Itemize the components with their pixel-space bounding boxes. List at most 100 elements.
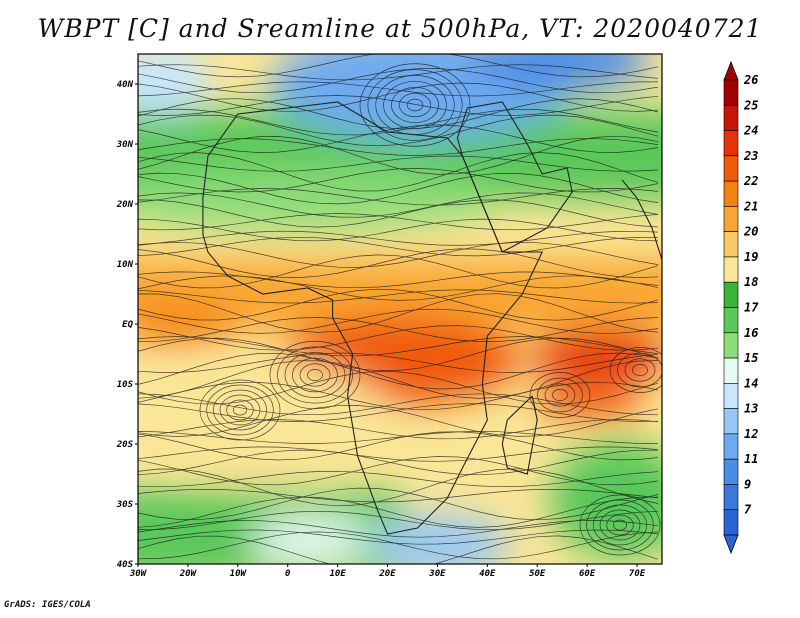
streamline bbox=[138, 520, 659, 538]
lon-label: 70E bbox=[629, 569, 646, 579]
streamline bbox=[138, 288, 659, 321]
streamline bbox=[138, 218, 659, 242]
streamline bbox=[138, 98, 659, 130]
streamline bbox=[138, 95, 659, 116]
colorbar-swatch bbox=[723, 180, 739, 207]
streamline bbox=[292, 357, 338, 393]
streamline bbox=[609, 347, 662, 393]
streamline bbox=[406, 98, 424, 112]
streamline bbox=[612, 519, 628, 531]
streamline bbox=[138, 248, 659, 278]
streamline bbox=[138, 124, 659, 153]
colorbar-label: 26 bbox=[743, 73, 758, 87]
streamline bbox=[138, 405, 659, 437]
colorbar-label: 17 bbox=[744, 301, 759, 315]
colorbar-swatch bbox=[723, 332, 739, 359]
streamline bbox=[138, 68, 659, 94]
streamline bbox=[138, 381, 659, 411]
lat-label: 40N bbox=[117, 80, 134, 90]
streamline bbox=[232, 404, 248, 416]
streamlines bbox=[138, 54, 662, 564]
streamline bbox=[599, 509, 641, 541]
streamline bbox=[398, 92, 432, 118]
colorbar-label: 13 bbox=[744, 402, 758, 416]
streamline bbox=[138, 213, 659, 231]
colorbar-swatch bbox=[723, 408, 739, 435]
streamline bbox=[138, 317, 659, 343]
streamline bbox=[391, 86, 439, 124]
coastlines bbox=[202, 101, 662, 535]
coast-madagascar bbox=[501, 395, 538, 475]
streamline bbox=[138, 487, 659, 521]
lon-label: 10W bbox=[230, 569, 248, 579]
streamline bbox=[138, 236, 659, 257]
streamline bbox=[552, 389, 568, 401]
coast-arabia bbox=[456, 101, 573, 253]
streamline bbox=[138, 199, 659, 228]
lon-label: 40E bbox=[479, 569, 496, 579]
streamline bbox=[606, 514, 634, 536]
lat-label: 10S bbox=[117, 380, 134, 390]
colorbar-swatch bbox=[723, 256, 739, 283]
colorbar-swatch bbox=[723, 155, 739, 182]
streamline bbox=[138, 254, 659, 289]
lon-label: 10E bbox=[329, 569, 346, 579]
coast-india bbox=[621, 179, 662, 262]
streamline bbox=[138, 308, 659, 334]
streamline bbox=[138, 419, 659, 440]
streamline bbox=[138, 64, 659, 81]
streamline bbox=[138, 352, 659, 373]
coast-africa bbox=[202, 101, 544, 535]
streamline bbox=[138, 152, 659, 192]
colorbar-swatch bbox=[723, 104, 739, 131]
latitude-labels: 40N 30N 20N 10N EQ 10S 20S 30S 40S bbox=[116, 80, 138, 570]
lat-label: EQ bbox=[122, 320, 133, 330]
streamline bbox=[206, 384, 274, 436]
lon-label: 60E bbox=[579, 569, 596, 579]
streamline bbox=[138, 496, 659, 528]
streamline bbox=[138, 230, 659, 246]
streamline bbox=[359, 63, 471, 147]
streamline bbox=[624, 358, 656, 382]
colorbar-swatch bbox=[723, 357, 739, 384]
colorbar-label: 12 bbox=[744, 427, 758, 441]
lon-label: 0 bbox=[285, 569, 291, 579]
streamline bbox=[138, 81, 658, 97]
streamline bbox=[138, 155, 659, 172]
streamline bbox=[138, 456, 659, 486]
colorbar-label: 18 bbox=[744, 275, 758, 289]
streamline bbox=[138, 360, 659, 399]
streamline bbox=[199, 379, 281, 441]
streamline bbox=[138, 446, 659, 462]
streamline bbox=[367, 69, 463, 141]
colorbar-swatch bbox=[723, 509, 739, 536]
streamline bbox=[138, 531, 659, 560]
chart-title: WBPT [C] and Sreamline at 500hPa, VT: 20… bbox=[37, 14, 763, 43]
colorbar-label: 24 bbox=[743, 124, 758, 138]
colorbar-swatch bbox=[723, 231, 739, 258]
credit-text: GrADS: IGES/COLA bbox=[4, 600, 91, 610]
streamline bbox=[307, 369, 323, 381]
colorbar-label: 22 bbox=[743, 174, 758, 188]
colorbar-label: 23 bbox=[743, 149, 758, 163]
colorbar-swatch bbox=[723, 281, 739, 308]
streamline bbox=[138, 293, 659, 333]
streamline bbox=[138, 370, 659, 405]
streamline bbox=[138, 135, 659, 175]
streamline bbox=[537, 377, 583, 413]
streamline bbox=[138, 172, 659, 205]
colorbar-label: 11 bbox=[744, 452, 758, 466]
streamline bbox=[529, 372, 591, 418]
streamline bbox=[138, 431, 659, 461]
streamline bbox=[138, 352, 659, 390]
longitude-labels: 30W 20W 10W 0 10E 20E 30E 40E 50E 60E 70E bbox=[129, 564, 646, 579]
map-frame bbox=[137, 53, 663, 565]
colorbar-label: 19 bbox=[744, 250, 758, 264]
colorbar-label: 25 bbox=[743, 98, 758, 112]
lon-label: 20E bbox=[378, 569, 396, 579]
streamline bbox=[138, 271, 659, 289]
streamline bbox=[138, 431, 659, 444]
colorbar-top-arrow bbox=[723, 60, 739, 81]
streamline bbox=[138, 510, 659, 530]
